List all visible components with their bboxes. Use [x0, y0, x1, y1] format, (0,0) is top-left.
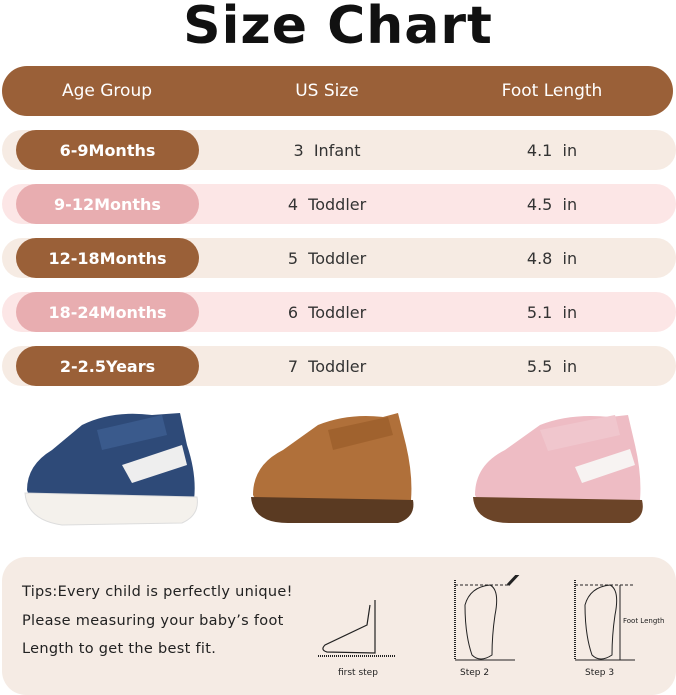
- table-row: 12-18Months 5 Toddler 4.8 in: [2, 238, 676, 278]
- navy-shoe-image: [24, 413, 198, 526]
- age-pill: 6-9Months: [16, 130, 199, 170]
- header-foot-length: Foot Length: [501, 81, 603, 101]
- table-row: 9-12Months 4 Toddler 4.5 in: [2, 184, 676, 224]
- foot-length-cell: 4.8 in: [526, 248, 578, 268]
- first-step-label: first step: [338, 668, 378, 678]
- tips-line-3: Length to get the best fit.: [22, 641, 217, 657]
- age-pill: 2-2.5Years: [16, 346, 199, 386]
- table-row: 18-24Months 6 Toddler 5.1 in: [2, 292, 676, 332]
- table-header: Age Group US Size Foot Length: [2, 66, 673, 116]
- brown-shoe-image: [251, 413, 414, 523]
- tips-line-2: Please measuring your baby’s foot: [22, 613, 284, 629]
- step2-foot-outline-illustration: [454, 575, 520, 661]
- tips-panel: [2, 557, 676, 695]
- page-title: Size Chart: [183, 0, 493, 56]
- step3-foot-measure-illustration: [574, 580, 635, 661]
- header-age-group: Age Group: [61, 81, 153, 101]
- us-size-cell: 4 Toddler: [287, 194, 367, 214]
- us-size-cell: 5 Toddler: [287, 248, 367, 268]
- age-pill: 12-18Months: [16, 238, 199, 278]
- step2-label: Step 2: [460, 668, 490, 678]
- foot-length-cell: 5.1 in: [526, 302, 578, 322]
- step3-label: Step 3: [585, 668, 615, 678]
- age-pill: 9-12Months: [16, 184, 199, 224]
- side-foot-illustration: [318, 600, 395, 657]
- header-us-size: US Size: [295, 81, 359, 101]
- us-size-cell: 6 Toddler: [287, 302, 367, 322]
- us-size-cell: 3 Infant: [293, 140, 361, 160]
- foot-length-label: Foot Length: [623, 617, 665, 625]
- table-row: 6-9Months 3 Infant 4.1 in: [2, 130, 676, 170]
- foot-length-cell: 4.5 in: [526, 194, 578, 214]
- age-pill: 18-24Months: [16, 292, 199, 332]
- foot-length-cell: 5.5 in: [526, 356, 578, 376]
- tips-line-1: Tips:Every child is perfectly unique!: [22, 584, 293, 600]
- pink-shoe-image: [473, 415, 643, 523]
- foot-length-cell: 4.1 in: [526, 140, 578, 160]
- us-size-cell: 7 Toddler: [287, 356, 367, 376]
- table-row: 2-2.5Years 7 Toddler 5.5 in: [2, 346, 676, 386]
